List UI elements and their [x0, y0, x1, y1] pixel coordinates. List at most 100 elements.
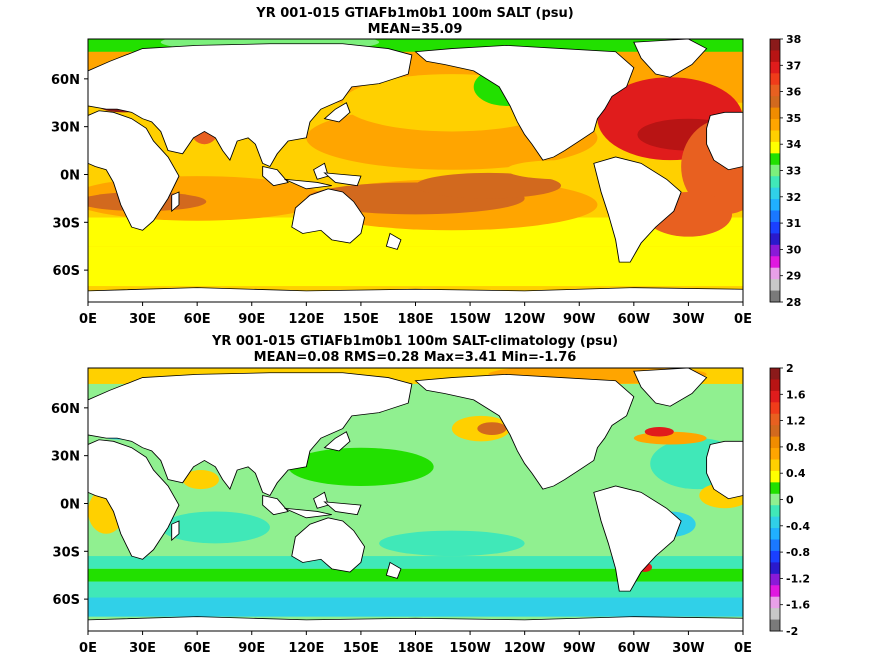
- y-tick-label: 0N: [60, 497, 80, 512]
- x-tick-label: 90E: [238, 312, 265, 327]
- colorbar-swatch: [770, 539, 780, 552]
- colorbar-label: 36: [786, 86, 802, 99]
- colorbar-swatch: [770, 550, 780, 563]
- colorbar-label: -1.6: [786, 599, 810, 612]
- colorbar-swatch: [770, 187, 780, 200]
- y-tick-label: 30N: [51, 121, 80, 136]
- colorbar-swatch: [770, 221, 780, 234]
- colorbar-swatch: [770, 516, 780, 529]
- colorbar-swatch: [770, 585, 780, 598]
- x-tick-label: 120E: [288, 312, 324, 327]
- colorbar-swatch: [770, 210, 780, 223]
- colorbar-label: -2: [786, 625, 798, 638]
- colorbar-swatch: [770, 436, 780, 449]
- colorbar-swatch: [770, 279, 780, 292]
- chart-subtitle: MEAN=0.08 RMS=0.28 Max=3.41 Min=-1.76: [254, 350, 577, 365]
- x-tick-label: 30E: [129, 641, 156, 656]
- colorbar-label: 0.4: [786, 467, 806, 480]
- colorbar-label: 2: [786, 362, 794, 375]
- colorbar-swatch: [770, 130, 780, 143]
- y-tick-label: 30S: [53, 545, 80, 560]
- x-tick-label: 0E: [79, 312, 97, 327]
- x-tick-label: 0E: [734, 312, 752, 327]
- x-tick-label: 90W: [563, 312, 595, 327]
- map-area: [88, 368, 743, 631]
- colorbar-swatch: [770, 425, 780, 438]
- colorbar-label: 28: [786, 296, 801, 309]
- colorbar-swatch: [770, 448, 780, 460]
- x-tick-label: 180E: [397, 641, 433, 656]
- panel-2: YR 001-015 GTIAFb1m0b1 100m SALT-climato…: [51, 334, 810, 656]
- y-tick-label: 60N: [51, 402, 80, 417]
- colorbar-swatch: [770, 256, 780, 269]
- colorbar-swatch: [770, 619, 780, 632]
- colorbar-label: 0: [786, 494, 794, 507]
- colorbar-label: 1.2: [786, 415, 806, 428]
- colorbar-swatch: [770, 73, 780, 86]
- y-axis: 60N 30N 0N 30S 60S: [51, 402, 88, 608]
- colorbar-label: 30: [786, 243, 802, 256]
- colorbar-swatch: [770, 176, 780, 189]
- chart-subtitle: MEAN=35.09: [368, 22, 463, 37]
- colorbar-label: 37: [786, 59, 801, 72]
- colorbar-swatch: [770, 482, 780, 495]
- colorbar-label: 32: [786, 191, 801, 204]
- x-axis: 0E 30E 60E 90E 120E 150E 180E 150W 120W 90W 60W 30W…: [79, 302, 752, 327]
- x-tick-label: 120W: [504, 641, 545, 656]
- x-tick-label: 0E: [79, 641, 97, 656]
- colorbar-swatch: [770, 153, 780, 166]
- panel-1: YR 001-015 GTIAFb1m0b1 100m SALT (psu) M…: [51, 6, 802, 327]
- y-tick-label: 60N: [51, 73, 80, 88]
- x-axis: 0E 30E 60E 90E 120E 150E 180E 150W 120W 90W 60W 30W…: [79, 631, 752, 656]
- map-area: [88, 39, 743, 302]
- colorbar-swatch: [770, 379, 780, 392]
- x-tick-label: 0E: [734, 641, 752, 656]
- x-tick-label: 60E: [184, 641, 211, 656]
- x-tick-label: 180E: [397, 312, 433, 327]
- x-tick-label: 60W: [618, 641, 650, 656]
- x-tick-label: 90E: [238, 641, 265, 656]
- colorbar-swatch: [770, 96, 780, 109]
- colorbar-label: 38: [786, 33, 801, 46]
- colorbar-swatch: [770, 390, 780, 403]
- colorbar-swatch: [770, 528, 780, 541]
- x-tick-label: 150W: [449, 641, 490, 656]
- colorbar-swatch: [770, 402, 780, 415]
- colorbar-swatch: [770, 84, 780, 97]
- x-tick-label: 30W: [672, 312, 704, 327]
- colorbar-swatch: [770, 290, 780, 303]
- x-tick-label: 90W: [563, 641, 595, 656]
- colorbar-swatch: [770, 608, 780, 621]
- colorbar-swatch: [770, 562, 780, 575]
- y-tick-label: 30S: [53, 216, 80, 231]
- x-tick-label: 60W: [618, 312, 650, 327]
- colorbar-swatch: [770, 596, 780, 609]
- x-tick-label: 60E: [184, 312, 211, 327]
- x-tick-label: 120W: [504, 312, 545, 327]
- chart-title: YR 001-015 GTIAFb1m0b1 100m SALT (psu): [255, 6, 573, 21]
- x-tick-label: 150W: [449, 312, 490, 327]
- colorbar-swatch: [770, 61, 780, 74]
- x-tick-label: 30E: [129, 312, 156, 327]
- colorbar: 2 1.6 1.2 0.8 0.4 0 -0.4 -0.8 -1.2 -1.6 -2: [769, 362, 810, 638]
- colorbar-swatch: [770, 119, 780, 131]
- colorbar-swatch: [770, 267, 780, 280]
- x-tick-label: 150E: [343, 312, 379, 327]
- y-tick-label: 0N: [60, 168, 80, 183]
- colorbar-swatch: [770, 505, 780, 518]
- colorbar-swatch: [770, 493, 780, 506]
- y-axis: 60N 30N 0N 30S 60S: [51, 73, 88, 279]
- colorbar-label: 34: [786, 138, 802, 151]
- y-tick-label: 30N: [51, 450, 80, 465]
- colorbar-swatch: [770, 141, 780, 154]
- colorbar-label: -1.2: [786, 572, 810, 585]
- colorbar-swatch: [770, 573, 780, 586]
- colorbar-swatch: [770, 470, 780, 483]
- colorbar-label: -0.8: [786, 546, 810, 559]
- colorbar-swatch: [770, 107, 780, 120]
- y-tick-label: 60S: [53, 264, 80, 279]
- colorbar-label: 35: [786, 112, 801, 125]
- colorbar-swatch: [770, 459, 780, 472]
- colorbar-swatch: [770, 368, 780, 380]
